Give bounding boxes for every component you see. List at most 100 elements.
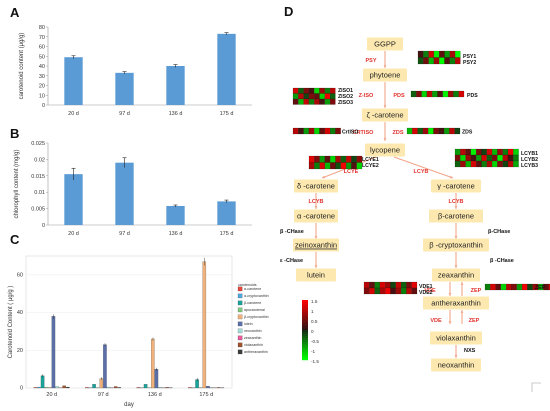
heatmap-cell bbox=[298, 87, 304, 94]
heatmap-cell bbox=[335, 127, 341, 135]
y-tick-label: 0 bbox=[42, 103, 45, 109]
bar bbox=[165, 387, 169, 389]
plot-area bbox=[25, 255, 233, 389]
heatmap-cell bbox=[507, 160, 514, 168]
node-lycopene: lycopene bbox=[370, 146, 400, 155]
legend-swatch bbox=[237, 335, 243, 341]
heatmap-cell bbox=[460, 154, 466, 162]
heatmap-zep bbox=[484, 283, 550, 291]
bar bbox=[51, 316, 56, 389]
gene-label-ziso: ZISO1 bbox=[338, 88, 353, 94]
heatmap-cell bbox=[292, 93, 299, 100]
heatmap-lcye bbox=[308, 155, 363, 170]
heatmap-cell bbox=[292, 98, 299, 105]
heatmap-cell bbox=[340, 162, 347, 170]
heatmap-cell bbox=[486, 160, 493, 168]
enzyme-label: LCYB bbox=[414, 169, 429, 175]
node-zeta-carotene: ζ -carotene bbox=[366, 111, 403, 120]
heatmap-cell bbox=[516, 283, 523, 291]
heatmap-cell bbox=[481, 148, 487, 156]
scale-label: 1 bbox=[311, 309, 314, 314]
heatmap-cell bbox=[406, 281, 412, 289]
heatmap-cell bbox=[426, 90, 433, 98]
arrow-head bbox=[454, 236, 458, 239]
heatmap-cell bbox=[340, 155, 347, 163]
node-phytoene: phytoene bbox=[370, 71, 401, 80]
node-ggpp: GGPP bbox=[374, 40, 396, 49]
heatmap-cell bbox=[428, 57, 434, 65]
y-tick-label: 0.02 bbox=[34, 157, 45, 163]
panel-label: B bbox=[10, 126, 19, 141]
x-tick-label: 175 d bbox=[220, 231, 234, 237]
heatmap-cell bbox=[439, 57, 445, 65]
enzyme-label: CRTISO bbox=[353, 130, 375, 136]
bar bbox=[143, 384, 148, 389]
node-zeinoxanthin: zeinoxanthin bbox=[295, 241, 337, 250]
bar bbox=[37, 386, 41, 389]
x-tick-label: 20 d bbox=[68, 231, 79, 237]
heatmap-cell bbox=[460, 160, 466, 168]
heatmap-cell bbox=[406, 287, 412, 295]
heatmap-cell bbox=[486, 148, 493, 156]
heatmap-cell bbox=[319, 162, 325, 170]
bar bbox=[166, 66, 185, 105]
heatmap-vde bbox=[363, 281, 418, 295]
corner-mark bbox=[531, 382, 541, 392]
enzyme-label: ZEP bbox=[469, 318, 480, 324]
scale-cell bbox=[302, 332, 308, 335]
heatmap-cell bbox=[470, 148, 477, 156]
x-tick-label: 97 d bbox=[119, 231, 130, 237]
heatmap-cell bbox=[335, 162, 341, 170]
bar bbox=[117, 387, 122, 389]
heatmap-cell bbox=[506, 283, 512, 291]
scale-cell bbox=[302, 346, 308, 349]
bar bbox=[55, 386, 59, 389]
scale-cell bbox=[302, 334, 308, 337]
heatmap-cell bbox=[314, 87, 320, 94]
x-tick-label: 175 d bbox=[220, 111, 234, 117]
heatmap-cell bbox=[346, 155, 352, 163]
heatmap-cell bbox=[406, 127, 413, 135]
heatmap-cell bbox=[433, 127, 439, 135]
heatmap-cell bbox=[314, 98, 320, 105]
scale-cell bbox=[302, 358, 308, 361]
legend-entry: antheraxanthin bbox=[244, 350, 268, 354]
bar bbox=[209, 387, 214, 389]
heatmap-cell bbox=[385, 287, 391, 295]
bar bbox=[113, 386, 118, 389]
y-tick-label: 60 bbox=[39, 45, 45, 51]
legend-entry: zeaxanthin bbox=[244, 336, 261, 340]
y-tick-label: 0.01 bbox=[34, 190, 45, 196]
bar bbox=[136, 387, 141, 389]
heatmap-cell bbox=[476, 148, 482, 156]
heatmap-crtiso bbox=[292, 127, 341, 135]
gene-label-psy: PSY2 bbox=[463, 60, 476, 66]
y-tick-label: 10 bbox=[39, 93, 45, 99]
heatmap-cell bbox=[486, 154, 493, 162]
arrow-head bbox=[448, 321, 452, 324]
heatmap-cell bbox=[363, 281, 370, 289]
arrow-head bbox=[454, 206, 458, 209]
node-lutein-box bbox=[296, 268, 336, 282]
heatmap-cell bbox=[417, 127, 423, 135]
x-tick-label: 136 d bbox=[169, 231, 183, 237]
arrow-head bbox=[314, 265, 318, 268]
heatmap-cell bbox=[449, 57, 456, 65]
heatmap-cell bbox=[390, 287, 396, 295]
heatmap-cell bbox=[346, 162, 352, 170]
node-antheraxanthin: antheraxanthin bbox=[431, 299, 481, 308]
y-axis-label: chlorophyll content (mg/g) bbox=[14, 149, 20, 218]
node-zeta-carotene-box bbox=[362, 108, 408, 122]
y-tick-label: 0.025 bbox=[31, 141, 45, 147]
heatmap-cell bbox=[500, 283, 507, 291]
heatmap-cell bbox=[319, 87, 325, 94]
scale-cell bbox=[302, 350, 308, 353]
legend-title: carotenoids bbox=[238, 283, 257, 287]
heatmap-cell bbox=[465, 148, 471, 156]
bar bbox=[64, 174, 83, 225]
legend-entry: violaxanthin bbox=[244, 343, 263, 347]
heatmap-cell bbox=[502, 154, 509, 162]
heatmap-cell bbox=[507, 154, 514, 162]
scale-cell bbox=[302, 306, 308, 309]
